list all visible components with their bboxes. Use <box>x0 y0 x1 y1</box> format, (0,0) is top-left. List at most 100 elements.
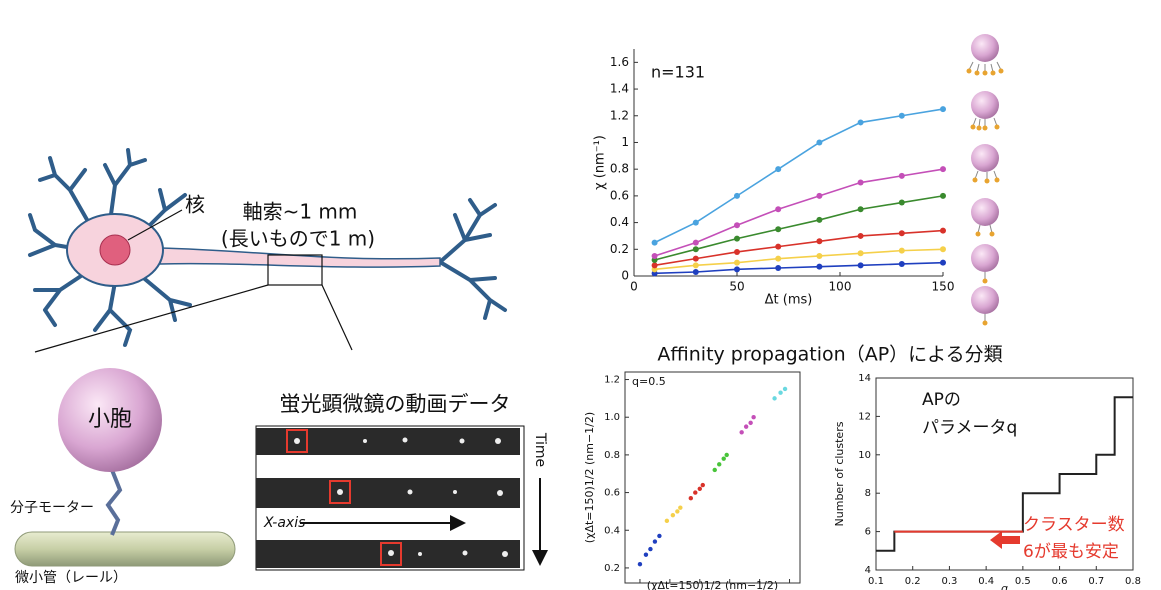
point <box>772 396 777 401</box>
point <box>775 255 782 262</box>
x-tick-label: 0.2 <box>905 576 921 587</box>
point <box>775 243 782 250</box>
point <box>643 552 649 557</box>
microtubule-label: 微小管（レール） <box>15 570 127 586</box>
y-tick-label: 0.4 <box>604 525 620 536</box>
x-tick-label: 0.3 <box>941 576 957 587</box>
vesicle-label: 小胞 <box>88 407 132 432</box>
series-line <box>654 248 944 271</box>
point <box>637 561 643 567</box>
point <box>857 119 864 126</box>
point <box>675 509 680 514</box>
axon-note: (長いもので1 m) <box>221 227 375 251</box>
point <box>775 226 782 233</box>
point <box>775 206 782 213</box>
point <box>782 386 788 392</box>
point <box>816 192 823 199</box>
y-tick-label: 12 <box>858 411 871 422</box>
point <box>651 262 658 269</box>
point <box>748 420 753 426</box>
x-tick-label: 50 <box>729 280 744 294</box>
x-axis-label: X-axis <box>263 515 305 531</box>
point <box>940 192 946 199</box>
leader <box>127 209 183 241</box>
y-tick-label: 1.2 <box>604 375 620 386</box>
point <box>898 172 905 179</box>
point <box>734 222 740 229</box>
point <box>940 227 946 234</box>
point <box>734 266 740 273</box>
point <box>775 264 782 271</box>
point <box>898 247 905 254</box>
point <box>857 232 864 239</box>
point <box>816 216 823 223</box>
point <box>940 106 946 113</box>
point <box>734 248 740 255</box>
point <box>775 166 782 173</box>
point <box>734 235 740 242</box>
series-line <box>654 261 944 275</box>
y-tick-label: 1.6 <box>610 55 629 69</box>
plot-frame <box>624 371 801 584</box>
point <box>857 179 864 186</box>
plot-frame <box>875 377 1134 571</box>
x-axis-label: q <box>1001 582 1008 590</box>
point <box>692 219 699 226</box>
track-box <box>286 429 402 566</box>
motor <box>105 469 123 536</box>
x-tick-label: 0 <box>630 280 638 294</box>
series-line <box>876 396 1133 552</box>
zoom-line <box>321 284 353 351</box>
point <box>743 424 749 429</box>
x-tick-label: 150 <box>932 280 955 294</box>
annotation: 6が最も安定 <box>1023 542 1119 562</box>
x-axis-label: (χΔt=150)1/2 (nm−1/2) <box>647 579 778 590</box>
y-tick-label: 8 <box>865 488 871 499</box>
y-tick-label: 1.2 <box>610 108 629 122</box>
y-tick-label: 0.2 <box>604 563 620 574</box>
point <box>692 268 699 275</box>
y-tick-label: 0 <box>621 269 629 283</box>
point <box>734 192 740 199</box>
point <box>898 199 905 206</box>
point <box>664 518 670 524</box>
point <box>816 139 823 146</box>
x-tick-label: 0.8 <box>1125 576 1141 587</box>
point <box>712 467 717 473</box>
annotation: q=0.5 <box>632 375 666 388</box>
point <box>734 259 740 266</box>
point <box>721 456 726 461</box>
y-tick-label: 0.6 <box>610 188 629 202</box>
y-tick-label: 6 <box>865 527 871 538</box>
x-axis-label: Δt (ms) <box>765 293 813 308</box>
motor-label: 分子モーター <box>10 500 94 516</box>
x-tick-label: 0.5 <box>1015 576 1031 587</box>
y-tick-label: 0.4 <box>610 215 629 229</box>
point <box>670 512 676 518</box>
point <box>898 260 905 267</box>
point <box>940 166 946 173</box>
x-tick-label: 0.4 <box>978 576 994 587</box>
annotation: パラメータq <box>922 418 1017 438</box>
spots <box>294 437 508 557</box>
point <box>657 533 662 539</box>
point <box>692 262 699 269</box>
y-axis-label: Number of clusters <box>833 421 846 526</box>
nucleus <box>99 234 131 266</box>
y-tick-label: 0.8 <box>610 162 629 176</box>
point <box>693 490 698 495</box>
series-line <box>654 168 944 257</box>
y-axis-label: (χΔt=150)1/2 (nm−1/2) <box>583 412 596 543</box>
point <box>857 250 864 257</box>
point <box>857 206 864 213</box>
point <box>678 505 683 510</box>
series-line <box>654 229 944 267</box>
microtubule <box>14 531 236 567</box>
zoom-box <box>267 254 323 286</box>
point <box>651 239 658 246</box>
movie-strip <box>256 540 520 568</box>
point <box>692 255 699 262</box>
ap-title: Affinity propagation（AP）による分類 <box>657 344 1002 366</box>
point <box>697 486 702 492</box>
